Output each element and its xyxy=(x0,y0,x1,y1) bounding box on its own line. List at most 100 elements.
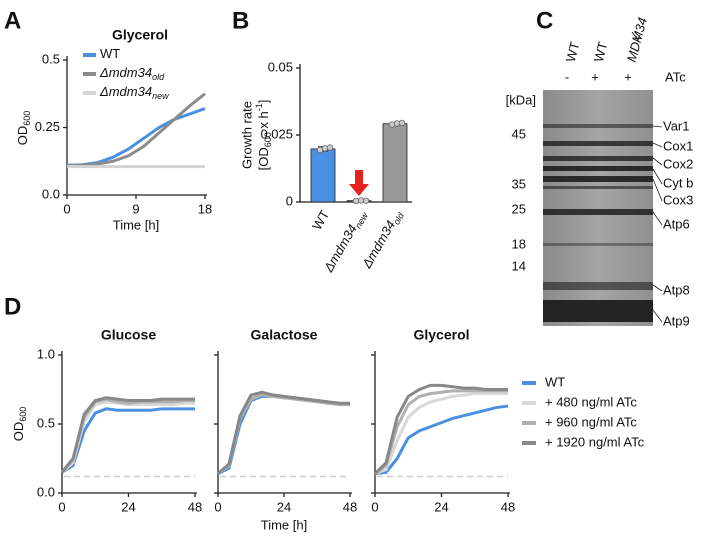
y-tick-label: 0.5 xyxy=(42,51,60,66)
data-line xyxy=(217,390,350,475)
x-tick-label: 24 xyxy=(121,499,135,514)
legend-label: Δmdm34old xyxy=(99,65,165,82)
data-line xyxy=(373,383,508,475)
y-axis-label: Growth rate xyxy=(239,101,254,169)
treatment-sign: + xyxy=(624,69,632,84)
treatment-sign: + xyxy=(591,69,599,84)
y-axis-label: [OD600 x h-1] xyxy=(254,100,273,171)
treatment-label: ATc xyxy=(665,69,686,84)
blot-bands xyxy=(543,124,653,322)
marker-label: 45 xyxy=(512,126,526,141)
bar xyxy=(382,123,408,203)
text-part: [OD xyxy=(256,147,271,170)
text-part: Δmdm34 xyxy=(99,65,152,80)
text-part: Δmdm34 xyxy=(359,218,399,271)
text-part: -1 xyxy=(254,103,264,111)
data-line xyxy=(374,404,509,476)
x-axis-label: Time [h] xyxy=(113,217,159,232)
marker-label: 18 xyxy=(512,236,526,251)
y-tick-label: 0.025 xyxy=(260,126,293,141)
marker-label: 35 xyxy=(512,176,526,191)
band-label: Cox2 xyxy=(663,156,693,171)
replicate-point xyxy=(326,144,334,151)
text-part: OD xyxy=(11,422,26,442)
text-part: old xyxy=(152,72,165,82)
legend-label: Δmdm34new xyxy=(99,84,169,101)
text-part: WT xyxy=(309,208,332,233)
x-tick-label: 24 xyxy=(434,499,448,514)
chart-title: Glycerol xyxy=(413,327,469,343)
red-arrow xyxy=(349,170,369,196)
chart-title: Glucose xyxy=(101,327,156,343)
text-part: x h xyxy=(256,111,271,132)
band-label: Atp9 xyxy=(663,313,690,328)
y-tick-label: 0.05 xyxy=(268,59,293,74)
text-part: 600 xyxy=(22,111,32,126)
unit-label: [kDa] xyxy=(506,92,536,107)
x-axis-label: Time [h] xyxy=(261,517,307,532)
legend-label: + 1920 ng/ml ATc xyxy=(545,434,645,449)
x-tick-label: 0 xyxy=(371,499,378,514)
data-line xyxy=(374,392,508,476)
y-tick-label: 0.5 xyxy=(37,415,55,430)
text-part: new xyxy=(152,91,169,101)
chart-title: Glycerol xyxy=(112,27,168,43)
data-line xyxy=(60,396,195,474)
panel-letter: B xyxy=(232,7,249,34)
band-label: Cox3 xyxy=(663,192,693,207)
text-part: Δmdm34 xyxy=(321,222,361,275)
data-line xyxy=(66,107,206,167)
marker-label: 25 xyxy=(512,201,526,216)
legend-label: WT xyxy=(545,374,565,389)
x-tick-label: 9 xyxy=(132,201,139,216)
treatment-sign: - xyxy=(565,69,569,84)
y-tick-label: 0.25 xyxy=(35,119,60,134)
band-label: Atp8 xyxy=(663,282,690,297)
chart-title: Galactose xyxy=(251,327,318,343)
y-tick-label: 0.0 xyxy=(42,186,60,201)
lane-label: WT xyxy=(563,40,583,63)
x-tick-label: 48 xyxy=(501,499,515,514)
data-line xyxy=(67,92,206,167)
marker-label: 14 xyxy=(512,258,526,273)
x-tick-label: WT xyxy=(309,208,332,233)
replicate-point xyxy=(398,119,406,127)
text-part: 600 xyxy=(263,132,273,147)
x-tick-label: 0 xyxy=(63,201,70,216)
data-line xyxy=(217,393,350,475)
text-part: new xyxy=(353,211,370,231)
legend-label: + 960 ng/ml ATc xyxy=(545,414,637,429)
text-part: ] xyxy=(256,100,271,104)
lane-label: WT xyxy=(591,40,611,63)
panel-letter: C xyxy=(536,7,553,34)
x-tick-label: 0 xyxy=(214,499,221,514)
y-tick-label: 0 xyxy=(286,193,293,208)
text-part: WT xyxy=(100,46,120,61)
legend-label: WT xyxy=(100,46,120,61)
text-part: OD xyxy=(15,126,30,146)
y-tick-label: 0.0 xyxy=(37,484,55,499)
band-label: Var1 xyxy=(663,118,690,133)
text-part: Δmdm34 xyxy=(99,84,152,99)
band-label: Atp6 xyxy=(663,216,690,231)
blot-leaders xyxy=(652,125,663,323)
x-tick-label: 24 xyxy=(277,499,291,514)
y-axis-label: OD600 xyxy=(15,111,32,146)
text-part: 600 xyxy=(18,407,28,422)
depletion-arrow xyxy=(631,31,641,42)
legend-label: + 480 ng/ml ATc xyxy=(545,394,637,409)
y-axis-label: OD600 xyxy=(11,407,28,442)
lane-label: MDM34 xyxy=(624,16,650,64)
x-tick-label: 48 xyxy=(343,499,357,514)
band-label: Cox1 xyxy=(663,138,693,153)
replicate-point xyxy=(362,197,370,204)
data-line xyxy=(61,407,195,474)
data-line xyxy=(217,394,351,476)
panel-letter: D xyxy=(4,293,21,320)
panel-letter: A xyxy=(4,7,21,34)
x-tick-label: 18 xyxy=(198,201,212,216)
band-label: Cyt b xyxy=(663,175,693,190)
x-tick-label: 48 xyxy=(188,499,202,514)
x-tick-label: 0 xyxy=(58,499,65,514)
